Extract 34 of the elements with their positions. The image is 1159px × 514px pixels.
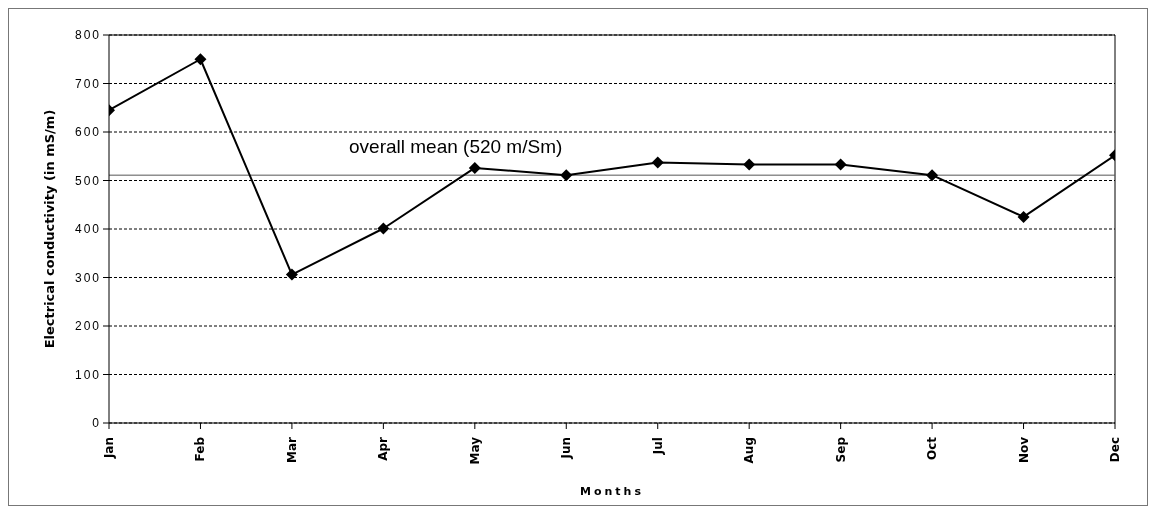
point [1017, 210, 1030, 223]
y-axis-title: Electrical conductivity (in mS/m) [41, 109, 57, 349]
y-tick-label: 200 [74, 319, 101, 334]
x-tick-label: Dec [1108, 437, 1122, 463]
x-tick-label: Feb [193, 436, 208, 462]
y-tick-label: 0 [92, 416, 101, 431]
x-tick-label: Nov [1016, 436, 1031, 464]
x-tick-label: Apr [376, 436, 391, 461]
x-tick-label: Mar [284, 436, 299, 463]
x-tick-label: Aug [742, 437, 757, 464]
y-tick-label: 300 [74, 270, 101, 285]
point [285, 268, 298, 281]
point [743, 158, 756, 171]
x-tick-label: Jan [102, 437, 116, 460]
point [651, 156, 664, 169]
x-tick-label: Jun [559, 437, 574, 460]
x-tick-label: Sep [833, 436, 848, 463]
ref-line-label: overall mean (520 m/Sm) [349, 135, 563, 157]
y-tick-label: 400 [74, 222, 101, 237]
x-tick-label: May [467, 436, 482, 465]
point [560, 169, 573, 182]
y-tick-label: 800 [74, 28, 101, 43]
y-tick-label: 500 [74, 173, 101, 188]
point [468, 161, 481, 174]
x-tick-label: Oct [925, 436, 940, 461]
x-tick-label: Jul [650, 437, 665, 456]
y-tick-label: 600 [74, 125, 101, 140]
point [834, 158, 847, 171]
point [194, 53, 207, 66]
point [377, 222, 390, 235]
y-tick-label: 100 [74, 367, 101, 382]
point [926, 169, 939, 182]
y-tick-label: 700 [74, 76, 101, 91]
x-axis-title: Months [580, 485, 644, 498]
